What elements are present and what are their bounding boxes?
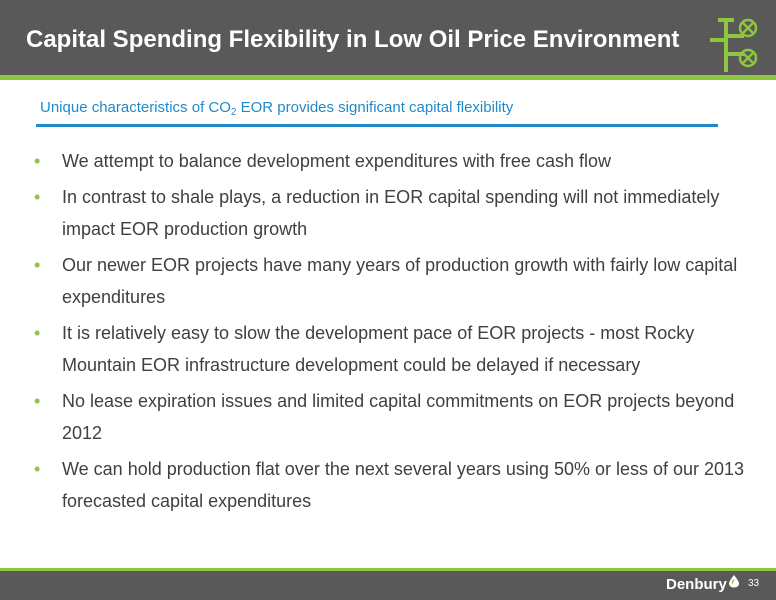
footer-bar <box>0 568 776 600</box>
slide-subtitle: Unique characteristics of CO2 EOR provid… <box>40 99 514 118</box>
bullet-icon: • <box>34 151 41 171</box>
bullet-text: Our newer EOR projects have many years o… <box>62 255 738 307</box>
brand-logo-text: Denbury <box>666 576 727 593</box>
footer-accent-stripe <box>0 568 776 571</box>
header-accent-stripe <box>0 75 776 80</box>
subtitle-underline <box>36 124 718 127</box>
bullet-item: • In contrast to shale plays, a reduction… <box>34 181 764 245</box>
bullet-item: • No lease expiration issues and limited … <box>34 385 764 449</box>
bullet-text: No lease expiration issues and limited c… <box>62 391 735 443</box>
oil-drop-icon <box>729 575 739 588</box>
bullet-item: • We can hold production flat over the ne… <box>34 453 764 517</box>
bullet-text: We can hold production flat over the nex… <box>62 459 745 511</box>
bullet-icon: • <box>34 255 41 275</box>
slide-title: Capital Spending Flexibility in Low Oil … <box>26 26 680 53</box>
bullet-icon: • <box>34 459 41 479</box>
bullet-text: It is relatively easy to slow the develo… <box>62 323 695 375</box>
bullet-icon: • <box>34 391 41 411</box>
bullet-icon: • <box>34 323 41 343</box>
bullet-list: • We attempt to balance development expen… <box>34 145 764 521</box>
bullet-icon: • <box>34 187 41 207</box>
bullet-item: • Our newer EOR projects have many years … <box>34 249 764 313</box>
bullet-item: • It is relatively easy to slow the devel… <box>34 317 764 381</box>
pipeline-valve-icon <box>710 18 758 72</box>
page-number: 33 <box>748 578 760 589</box>
bullet-text: In contrast to shale plays, a reduction … <box>62 187 720 239</box>
bullet-item: • We attempt to balance development expen… <box>34 145 764 177</box>
bullet-text: We attempt to balance development expend… <box>62 151 611 171</box>
header-bar <box>0 0 776 75</box>
